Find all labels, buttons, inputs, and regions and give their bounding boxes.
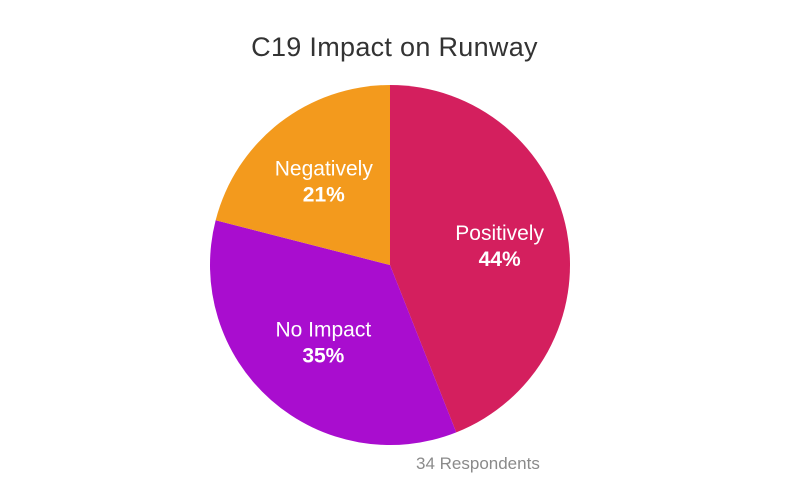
slice-label-positively: Positively: [455, 222, 544, 245]
chart-title: C19 Impact on Runway: [251, 32, 538, 62]
slice-value-negatively: 21%: [303, 184, 345, 207]
respondents-note: 34 Respondents: [416, 454, 540, 473]
pie-slice-no-impact: [209, 220, 457, 445]
slice-value-no-impact: 35%: [302, 345, 344, 368]
pie-slice-negatively: [215, 85, 390, 265]
slice-label-negatively: Negatively: [275, 158, 374, 181]
pie-slice-positively: [390, 85, 570, 433]
slice-value-positively: 44%: [479, 248, 521, 271]
pie-labels: Positively 44% No Impact 35% Negatively 21%: [275, 158, 545, 368]
pie-slices: [209, 85, 570, 445]
slice-label-no-impact: No Impact: [275, 319, 371, 342]
